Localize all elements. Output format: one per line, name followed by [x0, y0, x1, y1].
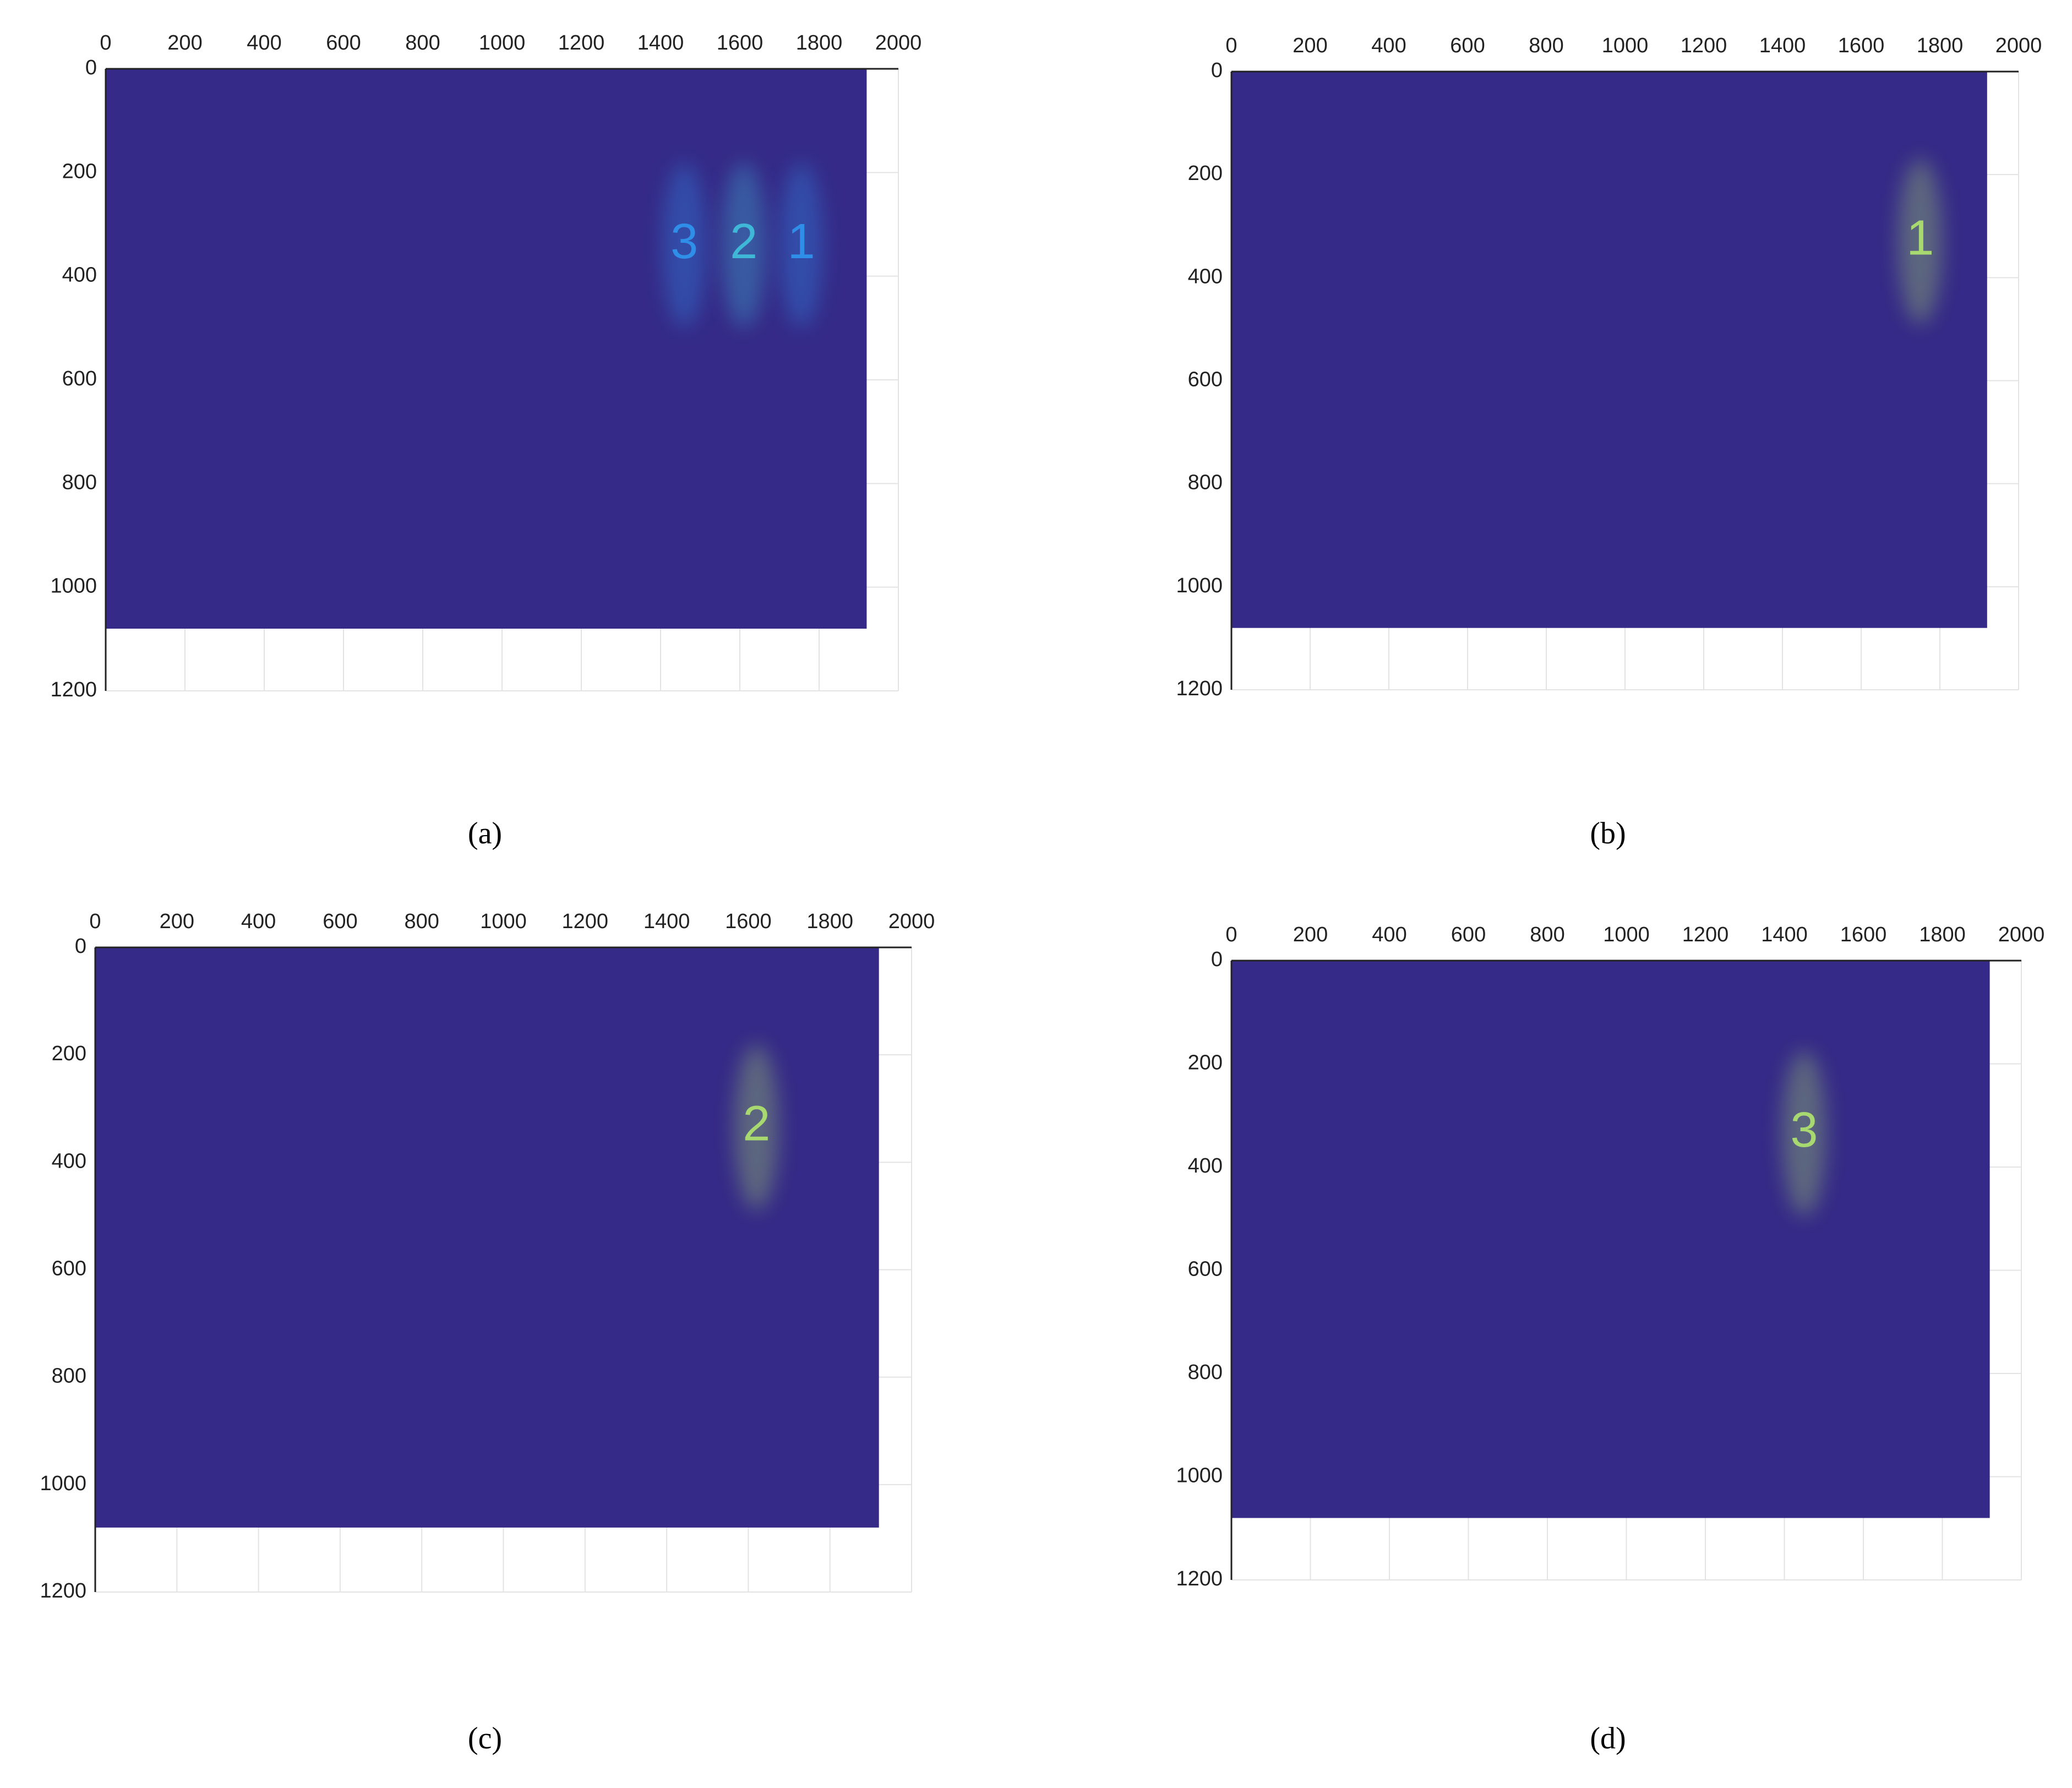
digit-annotation: 1: [1906, 211, 1934, 266]
y-tick-label: 200: [52, 1042, 86, 1065]
y-tick-label: 800: [62, 471, 97, 494]
x-tick-label: 1000: [480, 910, 527, 933]
y-tick-label: 400: [1188, 265, 1223, 288]
panel-label: (a): [468, 816, 502, 851]
y-tick-label: 600: [62, 367, 97, 390]
y-tick-label: 400: [52, 1149, 86, 1173]
digit-annotation: 2: [743, 1097, 770, 1152]
y-tick-label: 0: [75, 935, 86, 958]
y-tick-label: 1000: [40, 1472, 86, 1495]
y-tick-label: 1200: [40, 1579, 86, 1602]
digit-glow: [1898, 159, 1943, 324]
y-tick-label: 0: [1211, 948, 1223, 971]
x-tick-label: 1200: [562, 910, 609, 933]
y-tick-label: 200: [1188, 1051, 1223, 1075]
y-tick-label: 0: [85, 56, 97, 79]
x-tick-label: 1400: [1759, 34, 1806, 57]
digit-annotation: 3: [670, 214, 698, 269]
y-tick-label: 1000: [1176, 1464, 1223, 1487]
x-tick-label: 600: [1451, 923, 1486, 946]
x-tick-label: 1600: [725, 910, 772, 933]
image: [1231, 72, 1987, 628]
x-tick-label: 200: [1293, 923, 1328, 946]
x-tick-label: 2000: [1998, 923, 2045, 946]
x-tick-label: 800: [1529, 34, 1563, 57]
x-tick-label: 1400: [644, 910, 690, 933]
y-tick-label: 800: [1188, 1361, 1223, 1384]
x-tick-label: 0: [1225, 34, 1237, 57]
x-tick-label: 200: [167, 31, 202, 54]
x-tick-label: 1200: [558, 31, 605, 54]
x-tick-label: 400: [1372, 923, 1406, 946]
y-tick-label: 400: [62, 264, 97, 287]
x-tick-label: 2000: [875, 31, 922, 54]
digit-glow: [722, 162, 766, 328]
x-tick-label: 1400: [637, 31, 684, 54]
y-tick-label: 1200: [1176, 1567, 1223, 1590]
x-tick-label: 0: [1225, 923, 1237, 946]
x-tick-label: 1800: [1917, 34, 1964, 57]
x-tick-label: 0: [100, 31, 111, 54]
x-tick-label: 600: [1450, 34, 1485, 57]
image: [95, 947, 879, 1528]
x-tick-label: 200: [1293, 34, 1327, 57]
x-tick-label: 1000: [1603, 923, 1650, 946]
x-tick-label: 400: [241, 910, 276, 933]
x-tick-label: 1400: [1761, 923, 1808, 946]
panel-label: (d): [1590, 1721, 1626, 1756]
digit-annotation: 2: [730, 214, 757, 269]
y-tick-label: 400: [1188, 1154, 1223, 1178]
digit-glow: [662, 162, 707, 328]
panel-label: (c): [468, 1721, 502, 1756]
x-tick-label: 800: [405, 31, 440, 54]
x-tick-label: 1200: [1682, 923, 1729, 946]
x-tick-label: 1600: [1838, 34, 1885, 57]
x-tick-label: 1000: [479, 31, 526, 54]
y-tick-label: 200: [1188, 162, 1223, 185]
digit-glow: [779, 162, 824, 328]
y-tick-label: 1000: [50, 575, 97, 598]
x-tick-label: 1800: [806, 910, 853, 933]
y-tick-label: 600: [1188, 368, 1223, 391]
y-tick-label: 800: [1188, 471, 1223, 494]
x-tick-label: 400: [247, 31, 281, 54]
x-tick-label: 1600: [1840, 923, 1887, 946]
digit-annotation: 1: [788, 214, 815, 269]
image: [106, 69, 867, 629]
y-tick-label: 1200: [1176, 677, 1223, 700]
x-tick-label: 2000: [888, 910, 935, 933]
x-tick-label: 400: [1371, 34, 1406, 57]
x-tick-label: 200: [160, 910, 194, 933]
x-tick-label: 1800: [796, 31, 843, 54]
y-tick-label: 0: [1211, 59, 1223, 82]
y-tick-label: 600: [52, 1257, 86, 1280]
x-tick-label: 1600: [717, 31, 764, 54]
x-tick-label: 1800: [1919, 923, 1966, 946]
panel-label: (b): [1590, 816, 1626, 851]
x-tick-label: 2000: [1995, 34, 2042, 57]
x-tick-label: 600: [326, 31, 361, 54]
y-tick-label: 1200: [50, 678, 97, 701]
image: [1231, 961, 1990, 1518]
y-tick-label: 200: [62, 160, 97, 183]
x-tick-label: 0: [89, 910, 101, 933]
digit-annotation: 3: [1790, 1103, 1818, 1158]
x-tick-label: 1000: [1602, 34, 1649, 57]
x-tick-label: 800: [404, 910, 439, 933]
digit-glow: [1782, 1051, 1826, 1217]
y-tick-label: 800: [52, 1365, 86, 1388]
x-tick-label: 1200: [1681, 34, 1727, 57]
y-tick-label: 1000: [1176, 574, 1223, 597]
x-tick-label: 600: [323, 910, 357, 933]
digit-glow: [734, 1044, 779, 1210]
x-tick-label: 800: [1530, 923, 1564, 946]
y-tick-label: 600: [1188, 1258, 1223, 1281]
